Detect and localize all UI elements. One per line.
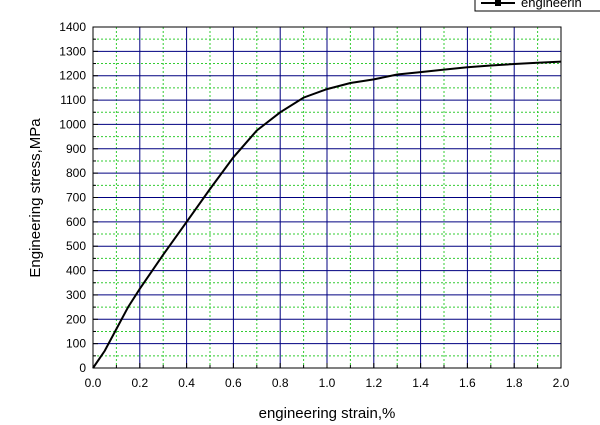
x-tick-label: 1.6	[459, 376, 476, 390]
series-line-engineering	[92, 60, 562, 369]
y-axis-title: Engineering stress,MPa	[27, 118, 44, 278]
tick-marks	[92, 26, 562, 369]
y-tick-label: 600	[66, 215, 86, 229]
y-tick-label: 1000	[59, 117, 86, 131]
y-tick-label: 1400	[59, 20, 86, 34]
y-tick-labels: 0 100 200 300 400 500 600 700 800 900 1000 1100 1200…	[59, 20, 86, 375]
legend: engineerin	[474, 0, 600, 12]
legend-label: engineerin	[521, 0, 582, 10]
y-tick-label: 1200	[59, 69, 86, 83]
y-tick-label: 700	[66, 191, 86, 205]
x-tick-label: 0.2	[131, 376, 148, 390]
x-tick-label: 1.0	[319, 376, 336, 390]
x-axis-title: engineering strain,%	[259, 405, 396, 422]
y-tick-label: 300	[66, 288, 86, 302]
x-tick-label: 0.4	[178, 376, 195, 390]
legend-marker	[495, 0, 501, 6]
major-grid	[93, 27, 561, 368]
x-tick-label: 2.0	[553, 376, 570, 390]
x-tick-label: 0.8	[272, 376, 289, 390]
x-tick-label: 0.0	[85, 376, 102, 390]
y-tick-label: 200	[66, 312, 86, 326]
y-tick-label: 1300	[59, 44, 86, 58]
x-tick-label: 1.8	[506, 376, 523, 390]
y-tick-label: 100	[66, 337, 86, 351]
legend-box	[474, 0, 600, 12]
x-tick-label: 1.2	[365, 376, 382, 390]
y-tick-label: 800	[66, 166, 86, 180]
x-tick-label: 1.4	[412, 376, 429, 390]
y-tick-label: 1100	[60, 93, 86, 107]
x-tick-labels: 0.0 0.2 0.4 0.6 0.8 1.0 1.2 1.4 1.6 1.8 2.0	[85, 376, 570, 390]
y-tick-label: 900	[66, 142, 86, 156]
y-tick-label: 400	[66, 264, 86, 278]
y-tick-label: 0	[79, 361, 86, 375]
y-tick-label: 500	[66, 239, 86, 253]
x-tick-label: 0.6	[225, 376, 242, 390]
